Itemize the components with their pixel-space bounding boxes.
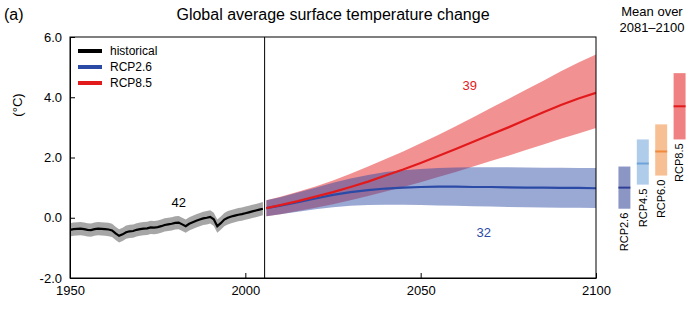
divider-line bbox=[264, 37, 265, 278]
uncertainty-band bbox=[266, 167, 596, 216]
mean-line bbox=[655, 150, 667, 152]
x-tick-mark bbox=[245, 273, 246, 278]
series-line bbox=[70, 209, 263, 236]
x-tick: 2050 bbox=[407, 273, 436, 298]
legend-label: RCP2.6 bbox=[110, 60, 152, 74]
panel-title: 2081–2100 bbox=[619, 20, 684, 35]
range-bar bbox=[674, 73, 686, 139]
mean-line bbox=[637, 163, 649, 165]
range-bar bbox=[618, 167, 630, 209]
uncertainty-band bbox=[266, 54, 596, 216]
legend-swatch bbox=[78, 81, 102, 85]
category-label: RCP2.6 bbox=[618, 213, 630, 252]
legend-label: historical bbox=[110, 44, 157, 58]
category-label: RCP8.5 bbox=[673, 143, 685, 182]
x-tick: 2000 bbox=[231, 273, 260, 298]
y-tick-label: -2.0 bbox=[40, 271, 62, 286]
category-label: RCP4.5 bbox=[637, 189, 649, 228]
y-axis-title: (°C) bbox=[10, 93, 25, 116]
legend-swatch bbox=[78, 49, 102, 53]
annotation: 42 bbox=[171, 195, 185, 210]
x-tick-mark bbox=[421, 273, 422, 278]
mean-line bbox=[674, 105, 686, 107]
x-tick-label: 2000 bbox=[231, 283, 260, 298]
chart-container: (a) Global average surface temperature ch… bbox=[0, 0, 695, 316]
panel-bars bbox=[618, 73, 685, 209]
panel-title: Mean over bbox=[621, 4, 683, 19]
x-axis: 1950200020502100 bbox=[56, 273, 611, 298]
x-tick-label: 2050 bbox=[407, 283, 436, 298]
y-tick-label: 2.0 bbox=[44, 150, 62, 165]
y-tick-mark bbox=[70, 97, 75, 98]
legend-label: RCP8.5 bbox=[110, 76, 152, 90]
uncertainty-band bbox=[70, 202, 263, 242]
range-bar bbox=[637, 139, 649, 184]
y-tick-label: 4.0 bbox=[44, 90, 62, 105]
plot-area bbox=[70, 37, 596, 278]
y-tick-label: 6.0 bbox=[44, 30, 62, 45]
legend: historical RCP2.6 RCP8.5 bbox=[78, 44, 157, 90]
annotation: 32 bbox=[477, 225, 491, 240]
y-tick-mark bbox=[70, 218, 75, 219]
mean-line bbox=[618, 187, 630, 189]
range-bar bbox=[655, 124, 667, 175]
chart-svg: (a) Global average surface temperature ch… bbox=[0, 0, 695, 316]
y-tick-mark bbox=[70, 158, 75, 159]
category-label: RCP6.0 bbox=[655, 180, 667, 219]
chart-title: Global average surface temperature chang… bbox=[176, 6, 489, 23]
x-tick-label: 2100 bbox=[582, 283, 611, 298]
plot-frame bbox=[70, 37, 596, 278]
annotation: 39 bbox=[463, 78, 477, 93]
legend-swatch bbox=[78, 65, 102, 69]
series-line bbox=[266, 93, 596, 208]
panel-label: (a) bbox=[4, 6, 24, 23]
y-tick-label: 0.0 bbox=[44, 210, 62, 225]
